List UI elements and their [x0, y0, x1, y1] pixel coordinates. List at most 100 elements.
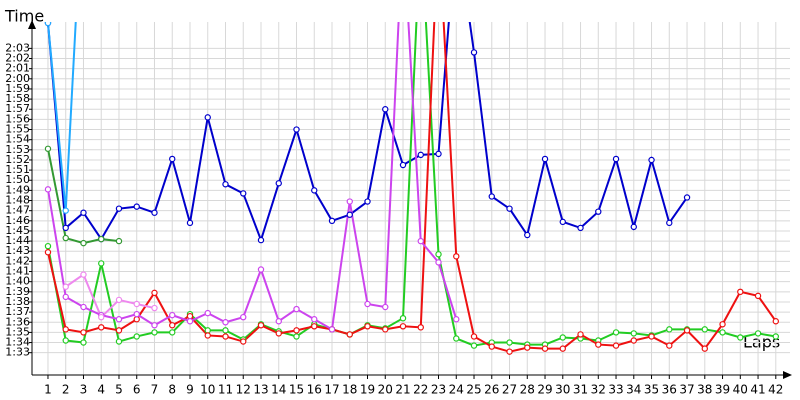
- data-point: [559, 218, 566, 226]
- data-point: [311, 323, 318, 330]
- y-tick-label: 1:42: [5, 254, 30, 267]
- x-tick-label: 23: [431, 383, 446, 397]
- data-point: [488, 193, 495, 200]
- x-axis-arrow: [783, 371, 792, 379]
- data-point: [62, 224, 69, 232]
- data-point: [524, 231, 531, 239]
- x-tick-label: 36: [662, 383, 677, 397]
- data-point: [293, 327, 300, 334]
- data-point: [186, 318, 194, 325]
- data-point: [257, 266, 265, 273]
- data-point: [506, 339, 513, 346]
- data-point: [666, 342, 673, 349]
- x-tick-label: 32: [591, 383, 606, 397]
- data-point: [648, 156, 655, 164]
- data-point: [44, 242, 52, 250]
- y-tick-label: 1:53: [5, 143, 30, 156]
- x-tick-label: 6: [133, 383, 141, 397]
- data-point: [719, 321, 726, 328]
- y-tick-label: 1:51: [5, 163, 30, 176]
- data-point: [62, 293, 69, 301]
- data-point: [169, 155, 176, 163]
- data-point: [44, 145, 52, 152]
- data-point: [151, 304, 158, 312]
- series-line: [47, 22, 777, 353]
- data-point: [204, 309, 211, 317]
- x-tick-label: 41: [750, 383, 765, 397]
- y-tick-label: 1:34: [5, 336, 30, 349]
- y-tick-label: 1:38: [5, 295, 30, 308]
- data-point: [98, 235, 105, 243]
- y-tick-label: 1:49: [5, 183, 30, 196]
- y-tick-label: 1:58: [5, 92, 30, 105]
- data-point: [222, 319, 229, 326]
- data-point: [133, 203, 140, 210]
- data-point: [311, 316, 318, 323]
- data-point: [115, 338, 123, 345]
- x-tick-label: 9: [186, 383, 194, 397]
- data-point: [275, 330, 282, 337]
- data-point: [683, 327, 691, 334]
- data-point: [541, 155, 549, 163]
- y-tick-label: 1:54: [5, 133, 30, 146]
- data-point: [772, 333, 779, 340]
- y-tick-label: 2:03: [5, 41, 30, 54]
- data-point: [44, 22, 52, 27]
- x-tick-label: 24: [449, 383, 464, 397]
- y-tick-label: 1:35: [5, 325, 30, 338]
- data-point: [435, 251, 442, 258]
- data-point: [293, 305, 300, 313]
- data-point: [453, 253, 460, 260]
- series-line: [65, 273, 155, 319]
- data-point: [151, 209, 158, 216]
- y-tick-label: 1:33: [5, 346, 30, 359]
- data-point: [346, 211, 353, 218]
- data-point: [151, 322, 158, 329]
- data-point: [417, 151, 424, 159]
- data-point: [541, 345, 549, 352]
- data-point: [754, 292, 762, 300]
- y-tick-label: 1:55: [5, 123, 30, 136]
- y-tick-label: 1:52: [5, 153, 30, 166]
- data-point: [346, 198, 353, 205]
- x-tick-label: 21: [395, 383, 410, 397]
- data-point: [683, 194, 691, 201]
- data-point: [399, 323, 407, 330]
- x-tick-label: 38: [697, 383, 712, 397]
- data-point: [595, 341, 602, 348]
- data-point: [435, 150, 442, 158]
- y-tick-label: 1:56: [5, 112, 30, 125]
- y-tick-label: 1:45: [5, 224, 30, 237]
- x-tick-label: 35: [644, 383, 659, 397]
- data-point: [648, 333, 655, 340]
- data-point: [151, 289, 158, 297]
- data-point: [133, 310, 140, 318]
- x-tick-label: 31: [573, 383, 588, 397]
- x-tick-label: 20: [378, 383, 393, 397]
- data-point: [328, 217, 336, 225]
- data-point: [80, 271, 87, 278]
- data-point: [222, 327, 229, 334]
- y-tick-label: 2:00: [5, 72, 30, 85]
- data-point: [524, 344, 531, 351]
- data-point: [346, 331, 353, 338]
- x-tick-label: 42: [768, 383, 783, 397]
- data-point: [115, 237, 123, 245]
- data-point: [80, 239, 87, 247]
- data-point: [204, 114, 211, 121]
- x-tick-label: 27: [502, 383, 517, 397]
- x-tick-label: 25: [466, 383, 481, 397]
- y-tick-label: 2:01: [5, 62, 30, 75]
- data-point: [453, 316, 460, 323]
- x-tick-label: 34: [626, 383, 641, 397]
- data-point: [328, 326, 336, 333]
- data-point: [44, 186, 52, 193]
- data-point: [80, 339, 87, 346]
- data-point: [612, 342, 620, 349]
- data-point: [399, 161, 407, 169]
- x-tick-label: 30: [555, 383, 570, 397]
- x-tick-label: 5: [115, 383, 123, 397]
- data-point: [62, 207, 69, 214]
- data-point: [364, 300, 371, 308]
- data-point: [62, 326, 69, 333]
